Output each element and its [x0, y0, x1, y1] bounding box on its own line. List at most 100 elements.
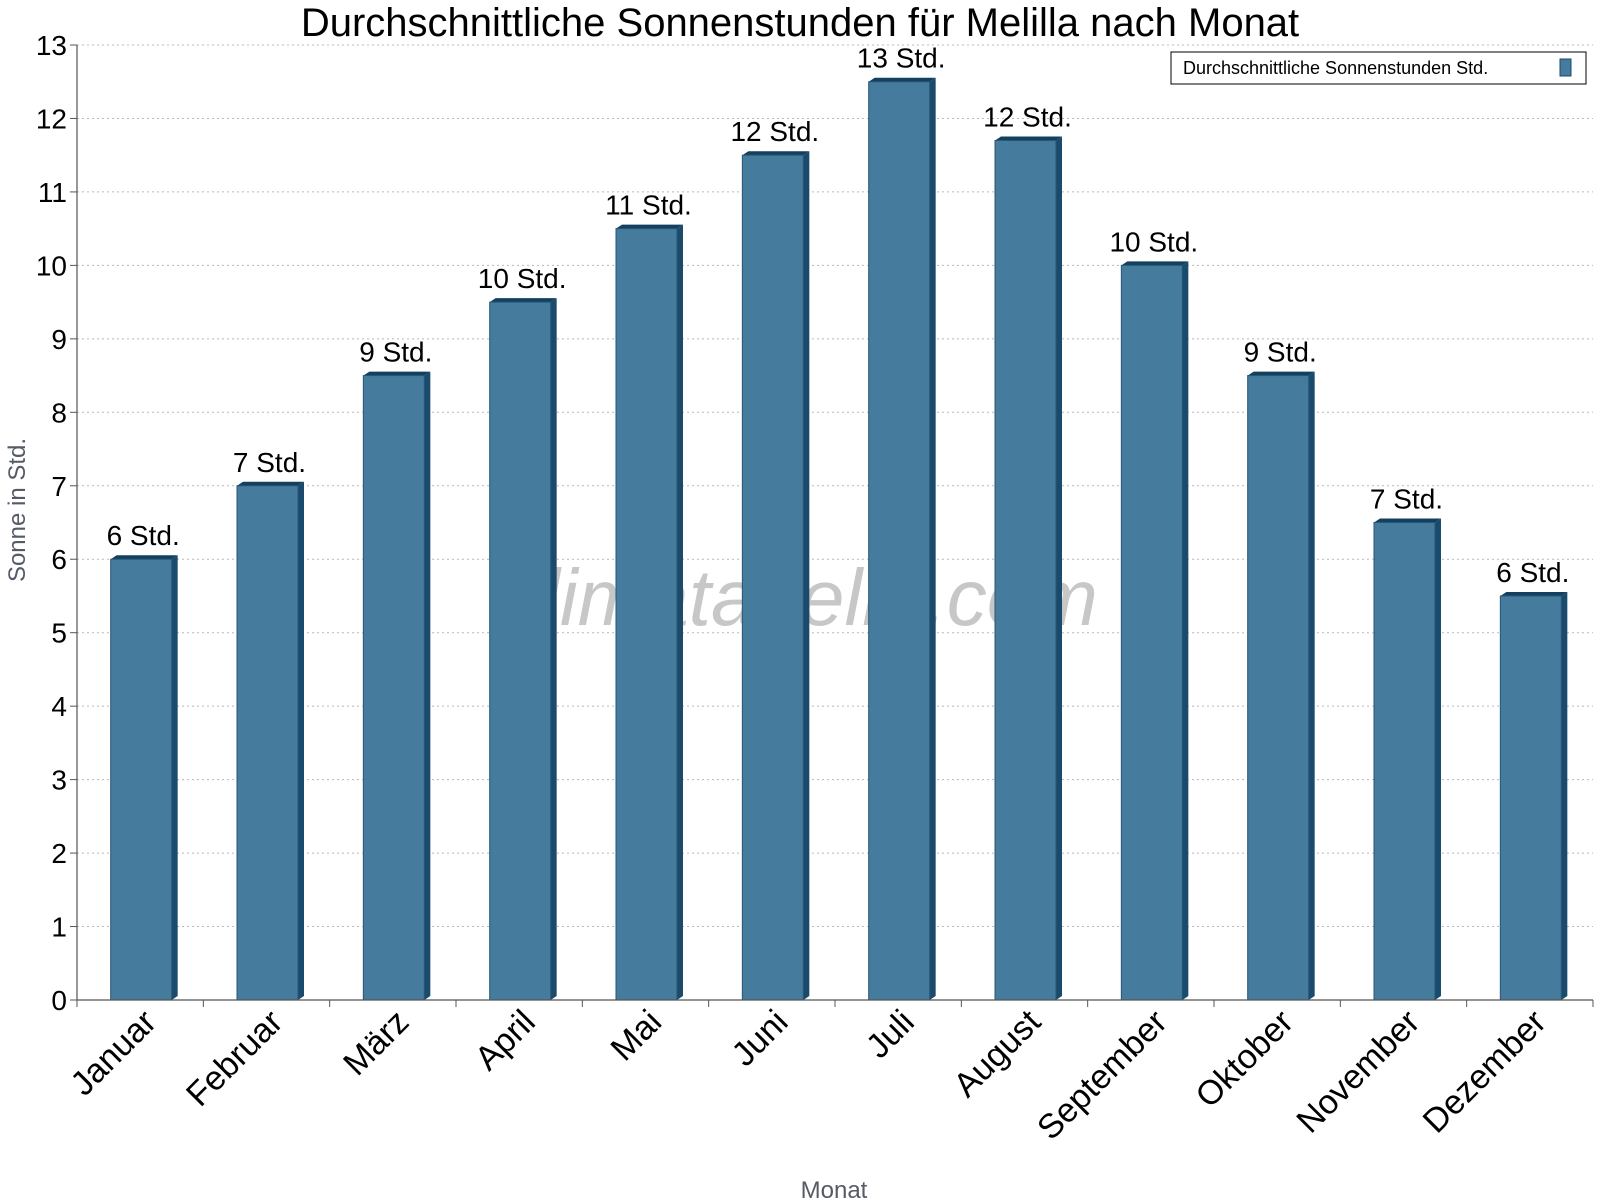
bar-face — [1120, 264, 1183, 1001]
bar-face — [868, 81, 931, 1001]
x-tick-label: März — [336, 1003, 416, 1083]
y-tick-label: 12 — [36, 103, 67, 134]
bar-side — [803, 151, 810, 1000]
y-tick-label: 5 — [51, 618, 67, 649]
bar-side — [1435, 518, 1441, 1000]
x-tick-label: Februar — [179, 1003, 290, 1114]
bar — [868, 77, 936, 1001]
x-tick-label: Dezember — [1416, 1003, 1554, 1141]
bar — [110, 555, 178, 1001]
bars — [110, 77, 1568, 1001]
bar-side — [1182, 261, 1189, 1000]
legend-box — [1170, 51, 1587, 85]
bar — [615, 224, 683, 1001]
bar-face — [489, 301, 552, 1001]
x-tick-label: Oktober — [1188, 1003, 1300, 1115]
bar-side — [550, 298, 557, 1001]
bar — [1499, 591, 1568, 1001]
y-tick-label: 1 — [51, 912, 67, 943]
bar-top — [1121, 261, 1189, 266]
bar-top — [742, 151, 810, 156]
bar-top — [868, 77, 936, 82]
data-labels: 6 Std. 7 Std. 9 Std. 10 Std. 11 Std. 12 Std. 1… — [107, 43, 1570, 588]
data-label: 11 Std. — [605, 190, 692, 221]
bar-top — [616, 224, 683, 229]
bar-side — [1056, 136, 1062, 1000]
bar-face — [994, 140, 1057, 1001]
data-label: 9 Std. — [1244, 337, 1317, 368]
y-tick-label: 4 — [51, 691, 67, 722]
x-tick-label: Juli — [859, 1003, 922, 1066]
bar — [741, 151, 810, 1001]
y-tick-label: 3 — [51, 765, 67, 796]
data-label: 6 Std. — [1496, 557, 1569, 588]
legend: Durchschnittliche Sonnenstunden Std. — [1170, 51, 1587, 85]
bar-top — [1247, 371, 1315, 376]
bar-side — [1561, 591, 1568, 1000]
bar-top — [489, 298, 557, 303]
x-tick-label: April — [468, 1003, 543, 1078]
bar-face — [615, 228, 678, 1001]
data-label: 6 Std. — [107, 520, 180, 551]
x-axis-label: Monat — [801, 1177, 868, 1200]
bar-face — [1373, 522, 1436, 1001]
x-tick-label: Januar — [63, 1003, 163, 1103]
bar-top — [110, 555, 178, 560]
bar — [236, 481, 304, 1001]
bar-side — [424, 371, 431, 1001]
x-tick-label: Juni — [725, 1003, 796, 1074]
bar-side — [298, 481, 304, 1000]
data-label: 12 Std. — [730, 116, 819, 147]
y-tick-label: 11 — [38, 177, 67, 208]
y-axis-label: Sonne in Std. — [4, 438, 31, 582]
bar-top — [995, 136, 1062, 141]
bar — [489, 298, 557, 1001]
y-tick-label: 8 — [51, 397, 67, 428]
bar-side — [171, 555, 178, 1000]
x-tick-label: November — [1289, 1003, 1427, 1141]
data-label: 10 Std. — [1109, 226, 1198, 257]
data-label: 12 Std. — [983, 102, 1072, 133]
y-tick-label: 7 — [51, 471, 67, 502]
bar — [1373, 518, 1441, 1001]
chart-title: Durchschnittliche Sonnenstunden für Meli… — [301, 1, 1299, 45]
data-label: 13 Std. — [857, 43, 946, 74]
bar-side — [929, 77, 936, 1000]
bar — [1120, 261, 1189, 1001]
bar — [1247, 371, 1315, 1001]
bar-face — [1499, 595, 1562, 1001]
bar-face — [362, 375, 425, 1001]
bar-top — [363, 371, 431, 376]
x-tick-label: September — [1030, 1003, 1174, 1147]
bar-face — [236, 485, 299, 1001]
bar-top — [1374, 518, 1441, 523]
x-tick-label: August — [946, 1002, 1048, 1104]
y-tick-label: 0 — [51, 985, 67, 1016]
data-label: 10 Std. — [478, 263, 567, 294]
x-axis-ticks: Januar Februar März April Mai Juni Juli AugustS… — [63, 1000, 1594, 1147]
y-tick-label: 2 — [51, 838, 67, 869]
bar-side — [1308, 371, 1315, 1001]
bar-face — [110, 558, 173, 1001]
bar-top — [237, 481, 304, 486]
y-tick-label: 9 — [51, 324, 67, 355]
x-tick-label: Mai — [604, 1003, 670, 1069]
bar — [362, 371, 431, 1001]
bar-side — [677, 224, 683, 1001]
data-label: 7 Std. — [1370, 484, 1443, 515]
legend-swatch — [1559, 58, 1572, 77]
y-tick-label: 13 — [36, 30, 67, 61]
data-label: 9 Std. — [359, 337, 432, 368]
bar-face — [1247, 375, 1310, 1001]
axes — [76, 45, 1593, 1001]
legend-label: Durchschnittliche Sonnenstunden Std. — [1183, 58, 1488, 78]
y-tick-label: 10 — [36, 250, 67, 281]
bar-face — [741, 154, 804, 1001]
y-tick-label: 6 — [51, 544, 67, 575]
data-label: 7 Std. — [233, 447, 306, 478]
gridlines — [77, 44, 1593, 928]
bar — [994, 136, 1062, 1001]
bar-top — [1500, 591, 1568, 596]
